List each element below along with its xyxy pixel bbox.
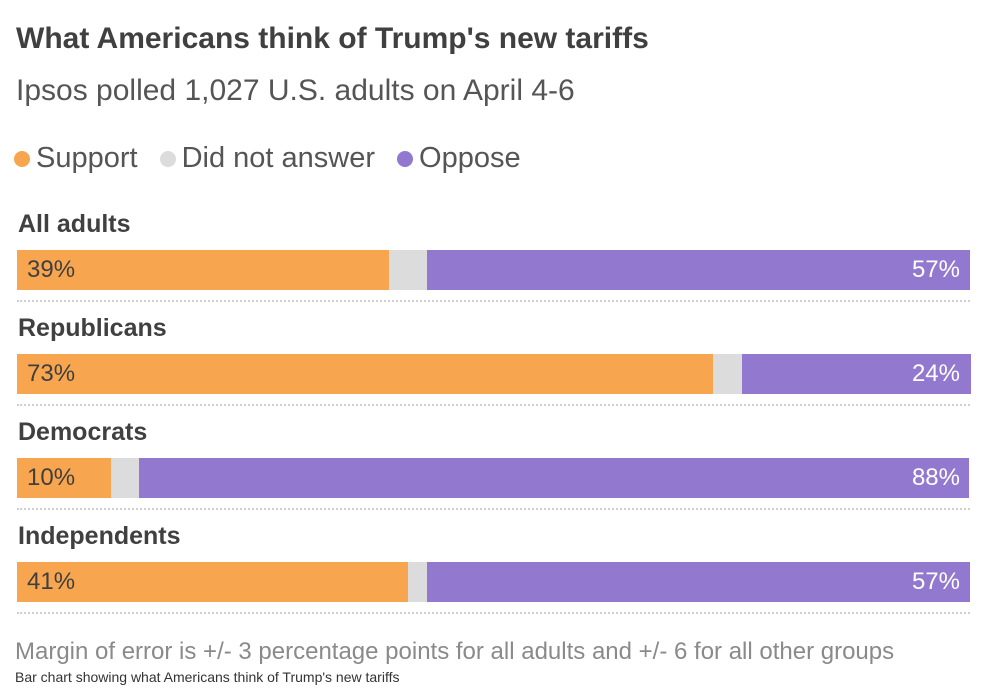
bar-segment-oppose-independents bbox=[427, 562, 970, 602]
legend-label-oppose: Oppose bbox=[419, 142, 521, 174]
support-value-label-all-adults: 39% bbox=[27, 256, 76, 283]
chart-legend: Support Did not answer Oppose bbox=[14, 142, 521, 175]
bar-row-all-adults: 39% 57% bbox=[17, 250, 970, 290]
bar-segment-support-democrats bbox=[17, 458, 111, 498]
bar-segment-support-independents bbox=[17, 562, 408, 602]
bar-row-republicans: 73% 24% bbox=[17, 354, 971, 394]
chart-subtitle: Ipsos polled 1,027 U.S. adults on April … bbox=[16, 74, 575, 107]
legend-item-oppose: Oppose bbox=[397, 142, 521, 175]
group-label-all-adults: All adults bbox=[18, 210, 131, 238]
legend-dot-oppose bbox=[397, 150, 414, 167]
row-divider bbox=[17, 508, 970, 510]
oppose-value-label-democrats: 88% bbox=[911, 464, 960, 491]
group-label-republicans: Republicans bbox=[18, 314, 167, 342]
bar-segment-oppose-republicans bbox=[742, 354, 971, 394]
bar-segment-support-all-adults bbox=[17, 250, 389, 290]
bar-segment-did-not-answer-all-adults bbox=[389, 250, 427, 290]
oppose-value-label-independents: 57% bbox=[911, 568, 960, 595]
bar-segment-did-not-answer-independents bbox=[408, 562, 427, 602]
support-value-label-republicans: 73% bbox=[27, 360, 76, 387]
bar-segment-did-not-answer-republicans bbox=[713, 354, 742, 394]
support-value-label-democrats: 10% bbox=[27, 464, 76, 491]
margin-of-error-note: Margin of error is +/- 3 percentage poin… bbox=[15, 638, 895, 664]
image-caption: Bar chart showing what Americans think o… bbox=[15, 669, 400, 685]
bar-segment-support-republicans bbox=[17, 354, 713, 394]
legend-label-did-not-answer: Did not answer bbox=[181, 142, 376, 174]
legend-item-support: Support bbox=[14, 142, 138, 175]
legend-dot-did-not-answer bbox=[159, 150, 176, 167]
bar-row-democrats: 10% 88% bbox=[17, 458, 970, 498]
legend-label-support: Support bbox=[36, 142, 138, 174]
bar-segment-did-not-answer-democrats bbox=[111, 458, 139, 498]
legend-item-did-not-answer: Did not answer bbox=[159, 142, 376, 175]
bar-segment-oppose-all-adults bbox=[427, 250, 970, 290]
legend-dot-support bbox=[14, 150, 30, 167]
bar-segment-oppose-democrats bbox=[139, 458, 969, 498]
group-label-democrats: Democrats bbox=[18, 418, 148, 446]
row-divider bbox=[17, 612, 970, 614]
bar-row-independents: 41% 57% bbox=[17, 562, 970, 602]
row-divider bbox=[17, 404, 970, 406]
support-value-label-independents: 41% bbox=[27, 568, 76, 595]
row-divider bbox=[17, 300, 970, 302]
group-label-independents: Independents bbox=[18, 522, 181, 550]
oppose-value-label-all-adults: 57% bbox=[911, 256, 960, 283]
oppose-value-label-republicans: 24% bbox=[911, 360, 960, 387]
chart-title: What Americans think of Trump's new tari… bbox=[16, 22, 649, 55]
